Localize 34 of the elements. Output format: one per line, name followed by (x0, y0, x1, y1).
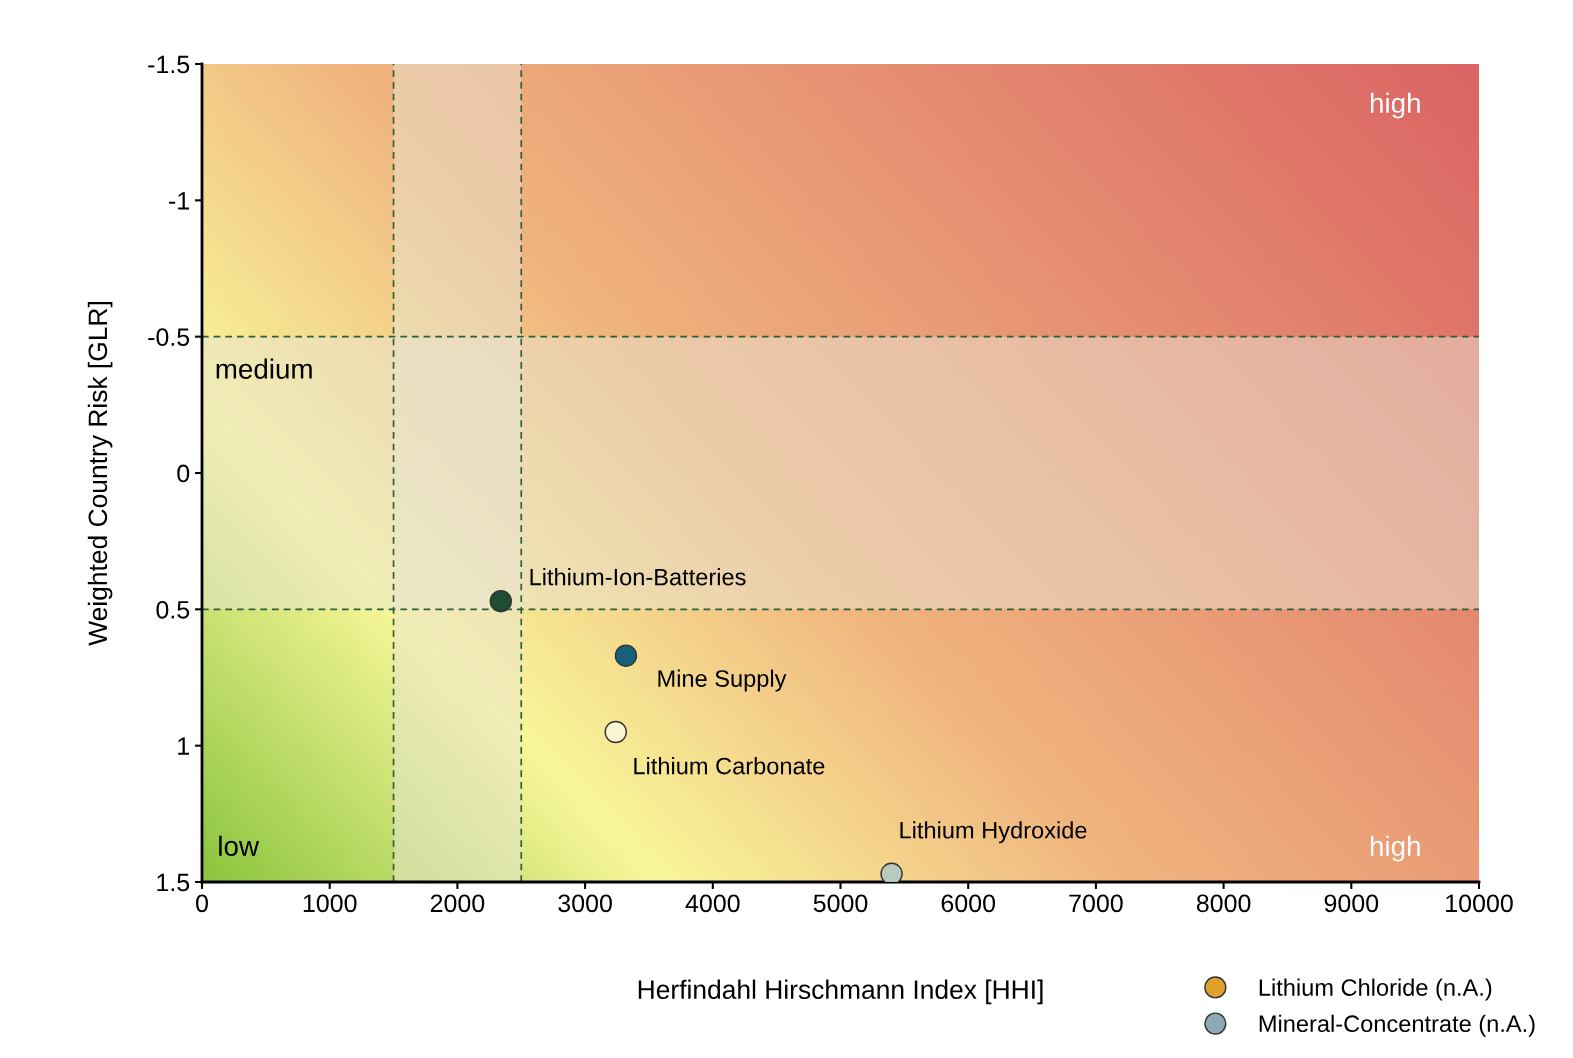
y-axis-title: Weighted Country Risk [GLR] (87, 302, 113, 646)
x-tick-label: 5000 (813, 894, 868, 913)
annotation: high (1370, 92, 1420, 119)
series-label: Mine Supply (658, 669, 787, 692)
x-tick-label: 0 (196, 894, 208, 913)
point (489, 589, 513, 613)
x-tick-label: 8000 (1196, 894, 1251, 913)
point (614, 644, 638, 667)
point (880, 862, 903, 882)
series-label: Lithium-Ion-Batteries (530, 568, 746, 586)
annotation: medium (216, 358, 312, 379)
x-axis-title: Herfindahl Hirschmann Index [HHI] (638, 979, 1043, 1005)
legend-label: Lithium Chloride (n.A.) (1259, 978, 1492, 1001)
y-tick-label: 1.5 (157, 873, 190, 892)
x-tick-label: 2000 (430, 894, 485, 913)
y-tick-label: -0.5 (148, 328, 190, 346)
y-tick-label: -1 (169, 192, 189, 210)
point (604, 720, 627, 744)
series-label: Lithium Carbonate (634, 757, 825, 775)
y-tick-label: 0.5 (156, 600, 190, 619)
x-tick-label: 4000 (685, 894, 740, 913)
x-tick-label: 1000 (303, 894, 357, 913)
annotation: low (219, 835, 260, 857)
x-tick-label: 3000 (558, 894, 612, 913)
x-tick-label: 10000 (1446, 894, 1513, 913)
y-tick-label: 0 (177, 464, 190, 483)
series-label: Lithium Hydroxide (900, 821, 1087, 844)
y-tick-label: -1.5 (148, 55, 190, 74)
x-tick-label: 9000 (1324, 894, 1379, 913)
annotation: high (1370, 835, 1420, 862)
x-tick-label: 7000 (1069, 894, 1123, 913)
x-tick-label: 6000 (941, 894, 996, 913)
y-tick-label: 1 (178, 737, 189, 755)
legend-label: Mineral-Concentrate (n.A.) (1259, 1014, 1535, 1037)
